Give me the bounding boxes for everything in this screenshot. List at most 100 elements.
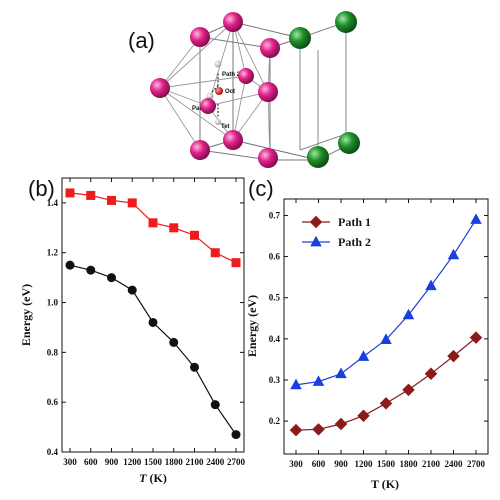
y-tick-label: 0.5 [269,293,281,303]
y-tick-label: 0.8 [47,347,59,357]
data-point-series-1 [190,230,199,240]
y-tick-label: 0.6 [269,252,281,262]
y-tick-label: 1.4 [47,198,59,208]
chart-b-x-axis-label-var: T [139,471,147,485]
data-point-series-2 [447,248,460,260]
data-point-series-1 [312,423,325,436]
data-point-series-1 [289,423,303,437]
pink-atom [200,98,216,114]
green-atom [307,146,329,168]
data-point-series-2 [169,337,179,347]
data-point-series-1 [231,258,241,268]
x-tick-label: 300 [63,457,77,467]
green-atom [338,132,360,154]
y-tick-label: 1.2 [47,248,59,258]
pink-atom [258,82,278,102]
data-point-series-2 [210,400,220,410]
x-tick-label: 2100 [186,457,205,467]
x-tick-label: 600 [84,457,98,467]
data-point-series-1 [402,383,415,397]
interstitial-atom-bottom [215,119,221,125]
x-tick-label: 1200 [355,459,374,469]
x-tick-label: 2700 [467,459,486,469]
data-point-series-2 [425,279,437,291]
chart-b-x-axis-label: T (K) [139,471,167,485]
interstitial-atom-top [214,60,222,68]
data-point-series-2 [335,367,347,379]
green-atom [335,11,357,33]
structure-diagram: (a) [128,11,360,168]
data-point-series-2 [380,333,392,344]
series-line-2 [69,264,237,435]
x-tick-label: 2700 [227,457,246,467]
y-tick-label: 0.7 [269,210,281,220]
panel-label-c: (c) [248,176,274,201]
chart-c-legend: Path 1 Path 2 [302,215,371,249]
data-point-series-1 [127,198,137,208]
x-tick-label: 2400 [206,457,225,467]
data-point-series-1 [65,188,75,198]
data-point-series-2 [357,350,370,361]
y-tick-label: 0.4 [269,334,281,344]
data-point-series-2 [65,260,75,270]
tet-label: Tet [221,124,230,130]
data-point-series-1 [210,248,220,258]
y-tick-label: 0.2 [269,416,281,426]
x-tick-label: 300 [289,459,303,469]
legend-label: Path 1 [338,215,371,229]
x-tick-label: 1500 [377,459,396,469]
data-point-series-2 [470,213,482,224]
interstitial-atom-left [206,92,214,100]
x-tick-label: 900 [105,457,119,467]
path2-label: Path 2 [222,72,241,78]
diffusion-paths: Path 2 Path 1 Oct Tet [192,60,241,130]
data-point-series-2 [86,265,96,275]
pink-atom [223,130,243,150]
green-cube-edges [299,21,351,161]
chart-b: (b) Energy (eV) T (K) 0.4 0.6 0.8 1.0 1.2 1.4 3… [19,176,246,485]
pink-atom [238,68,254,84]
data-point-series-2 [312,375,325,386]
data-point-series-1 [148,218,158,228]
data-point-series-1 [357,409,370,422]
data-point-series-2 [402,308,415,320]
data-point-series-1 [169,223,179,233]
legend-marker [310,235,322,247]
x-tick-label: 1200 [123,457,142,467]
panel-label-a: (a) [128,28,155,53]
data-point-series-2 [107,273,116,283]
x-tick-label: 1800 [400,459,419,469]
oct-label: Oct [225,89,235,95]
legend-label: Path 2 [338,235,371,249]
x-tick-label: 2100 [422,459,441,469]
data-point-series-2 [231,430,241,440]
y-tick-label: 0.4 [47,447,59,457]
data-point-series-1 [334,417,348,431]
y-tick-label: 1.0 [47,298,59,308]
data-point-series-1 [107,195,116,205]
pink-atom [150,78,170,98]
data-point-series-2 [190,362,199,372]
x-tick-label: 1800 [165,457,184,467]
x-tick-label: 600 [312,459,326,469]
chart-c-axes-frame [283,198,489,455]
pink-atom [190,140,210,160]
chart-c-y-axis-label: Energy (eV) [245,295,259,357]
y-tick-label: 0.6 [47,397,59,407]
panel-label-b: (b) [28,176,55,201]
data-point-series-1 [469,331,483,344]
data-point-series-2 [290,378,302,390]
chart-c-x-axis-label: T (K) [371,477,399,491]
x-tick-label: 900 [334,459,348,469]
data-point-series-1 [424,367,438,381]
octahedral-site-atom [215,87,223,95]
data-point-series-2 [148,317,158,327]
data-point-series-1 [379,397,393,410]
pink-atom [258,148,278,168]
pink-atom [223,12,243,32]
data-point-series-1 [447,349,460,363]
chart-b-y-axis-label: Energy (eV) [19,284,33,346]
data-point-series-1 [86,190,96,200]
data-point-series-2 [127,285,137,295]
